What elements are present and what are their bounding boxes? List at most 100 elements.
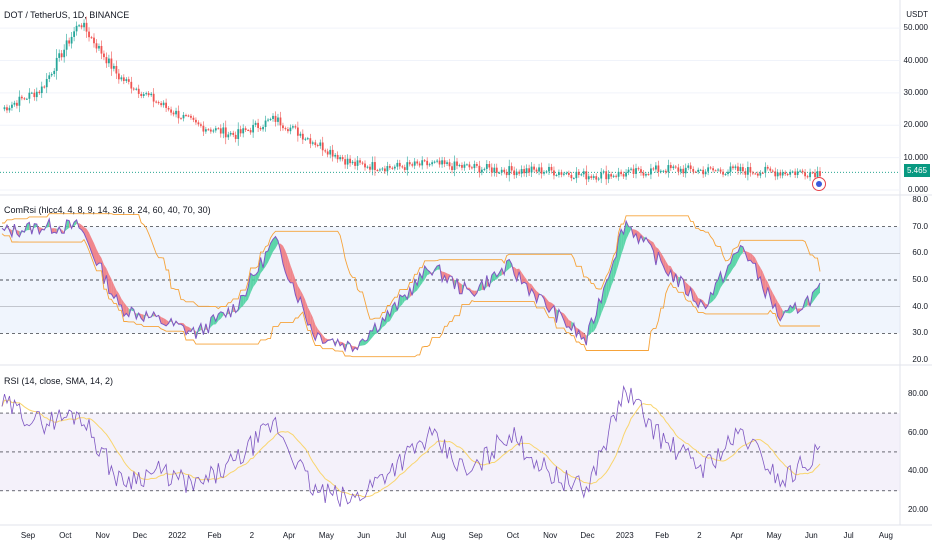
comrsi-fill xyxy=(372,323,375,338)
candle xyxy=(112,65,115,69)
candle xyxy=(319,142,322,146)
candle xyxy=(267,119,269,121)
candle xyxy=(558,172,560,175)
comrsi-fill xyxy=(285,250,288,280)
candle xyxy=(607,174,610,180)
currency-label: USDT xyxy=(906,10,928,19)
candle xyxy=(95,43,98,49)
candle xyxy=(565,172,568,174)
candle xyxy=(674,166,677,168)
candle xyxy=(167,107,170,110)
comrsi-fill xyxy=(665,261,669,276)
comrsi-fill xyxy=(188,326,191,332)
comrsi-fill xyxy=(111,278,114,299)
x-tick-label: Oct xyxy=(506,531,520,540)
candle xyxy=(142,94,145,96)
candle xyxy=(202,125,205,132)
candle xyxy=(458,165,461,167)
candle xyxy=(190,115,192,118)
candle xyxy=(687,165,690,168)
candle xyxy=(421,160,424,166)
y-tick-label: 50.0 xyxy=(912,275,928,284)
country-flag-icon[interactable] xyxy=(812,177,826,191)
candle xyxy=(38,91,41,94)
candle xyxy=(699,169,702,171)
candle xyxy=(819,171,821,177)
candle xyxy=(431,162,434,165)
candle xyxy=(737,166,739,172)
comrsi-fill xyxy=(606,277,609,302)
candle xyxy=(63,49,66,58)
candle xyxy=(257,122,259,128)
candle xyxy=(446,162,448,164)
candle xyxy=(180,118,182,120)
comrsi-fill xyxy=(61,229,65,234)
candle xyxy=(214,128,217,131)
candle xyxy=(30,92,33,94)
y-tick-label: 10.000 xyxy=(903,152,928,162)
candle xyxy=(204,129,207,132)
rsi-line xyxy=(1,384,821,507)
candle xyxy=(679,168,682,172)
comrsi-fill xyxy=(108,274,112,294)
candle xyxy=(391,167,394,169)
candle xyxy=(495,167,498,173)
comrsi-fill xyxy=(163,318,167,326)
candle xyxy=(697,169,700,172)
candle xyxy=(814,172,816,178)
candle xyxy=(600,172,603,179)
candle xyxy=(742,167,744,172)
candle xyxy=(55,57,58,71)
comrsi-fill xyxy=(757,263,761,280)
candle xyxy=(799,170,802,172)
candle xyxy=(349,158,351,164)
candle xyxy=(605,171,608,180)
candle xyxy=(498,172,501,174)
candle xyxy=(80,25,83,28)
candle xyxy=(677,167,680,172)
candle xyxy=(282,125,284,129)
candle xyxy=(244,128,247,131)
comrsi-fill xyxy=(715,279,719,299)
candle xyxy=(548,166,550,172)
candle xyxy=(433,161,436,163)
candle xyxy=(182,114,185,119)
candle xyxy=(403,167,406,170)
candle xyxy=(120,77,123,80)
candle xyxy=(157,102,160,104)
comrsi-fill xyxy=(103,264,107,284)
candle xyxy=(262,126,264,130)
candle xyxy=(224,127,227,138)
candle xyxy=(625,172,627,177)
candle xyxy=(105,57,108,64)
comrsi-fill xyxy=(322,335,326,344)
comrsi-fill xyxy=(459,282,462,294)
candle xyxy=(794,171,797,176)
candle xyxy=(413,161,416,166)
comrsi-fill xyxy=(737,245,741,261)
x-tick-label: Sep xyxy=(468,531,483,540)
candle xyxy=(585,171,588,180)
x-tick-label: Oct xyxy=(59,531,72,540)
candle xyxy=(669,165,672,169)
candle xyxy=(28,92,31,99)
candle xyxy=(311,142,314,144)
candle xyxy=(595,176,598,180)
candle xyxy=(657,165,660,172)
comrsi-fill xyxy=(777,301,781,321)
candle xyxy=(23,98,26,100)
x-tick-label: Aug xyxy=(878,531,894,540)
candle xyxy=(321,142,324,151)
candle xyxy=(572,178,575,180)
candle xyxy=(684,167,687,174)
rsi-pane-title: RSI (14, close, SMA, 14, 2) xyxy=(4,376,114,386)
candle xyxy=(222,127,225,134)
candle xyxy=(804,172,806,177)
comrsi-fill xyxy=(54,228,57,234)
comrsi-fill xyxy=(660,252,664,267)
candle xyxy=(132,88,135,90)
candle xyxy=(689,165,692,170)
y-tick-label: 30.0 xyxy=(912,328,928,338)
candle xyxy=(379,169,381,171)
